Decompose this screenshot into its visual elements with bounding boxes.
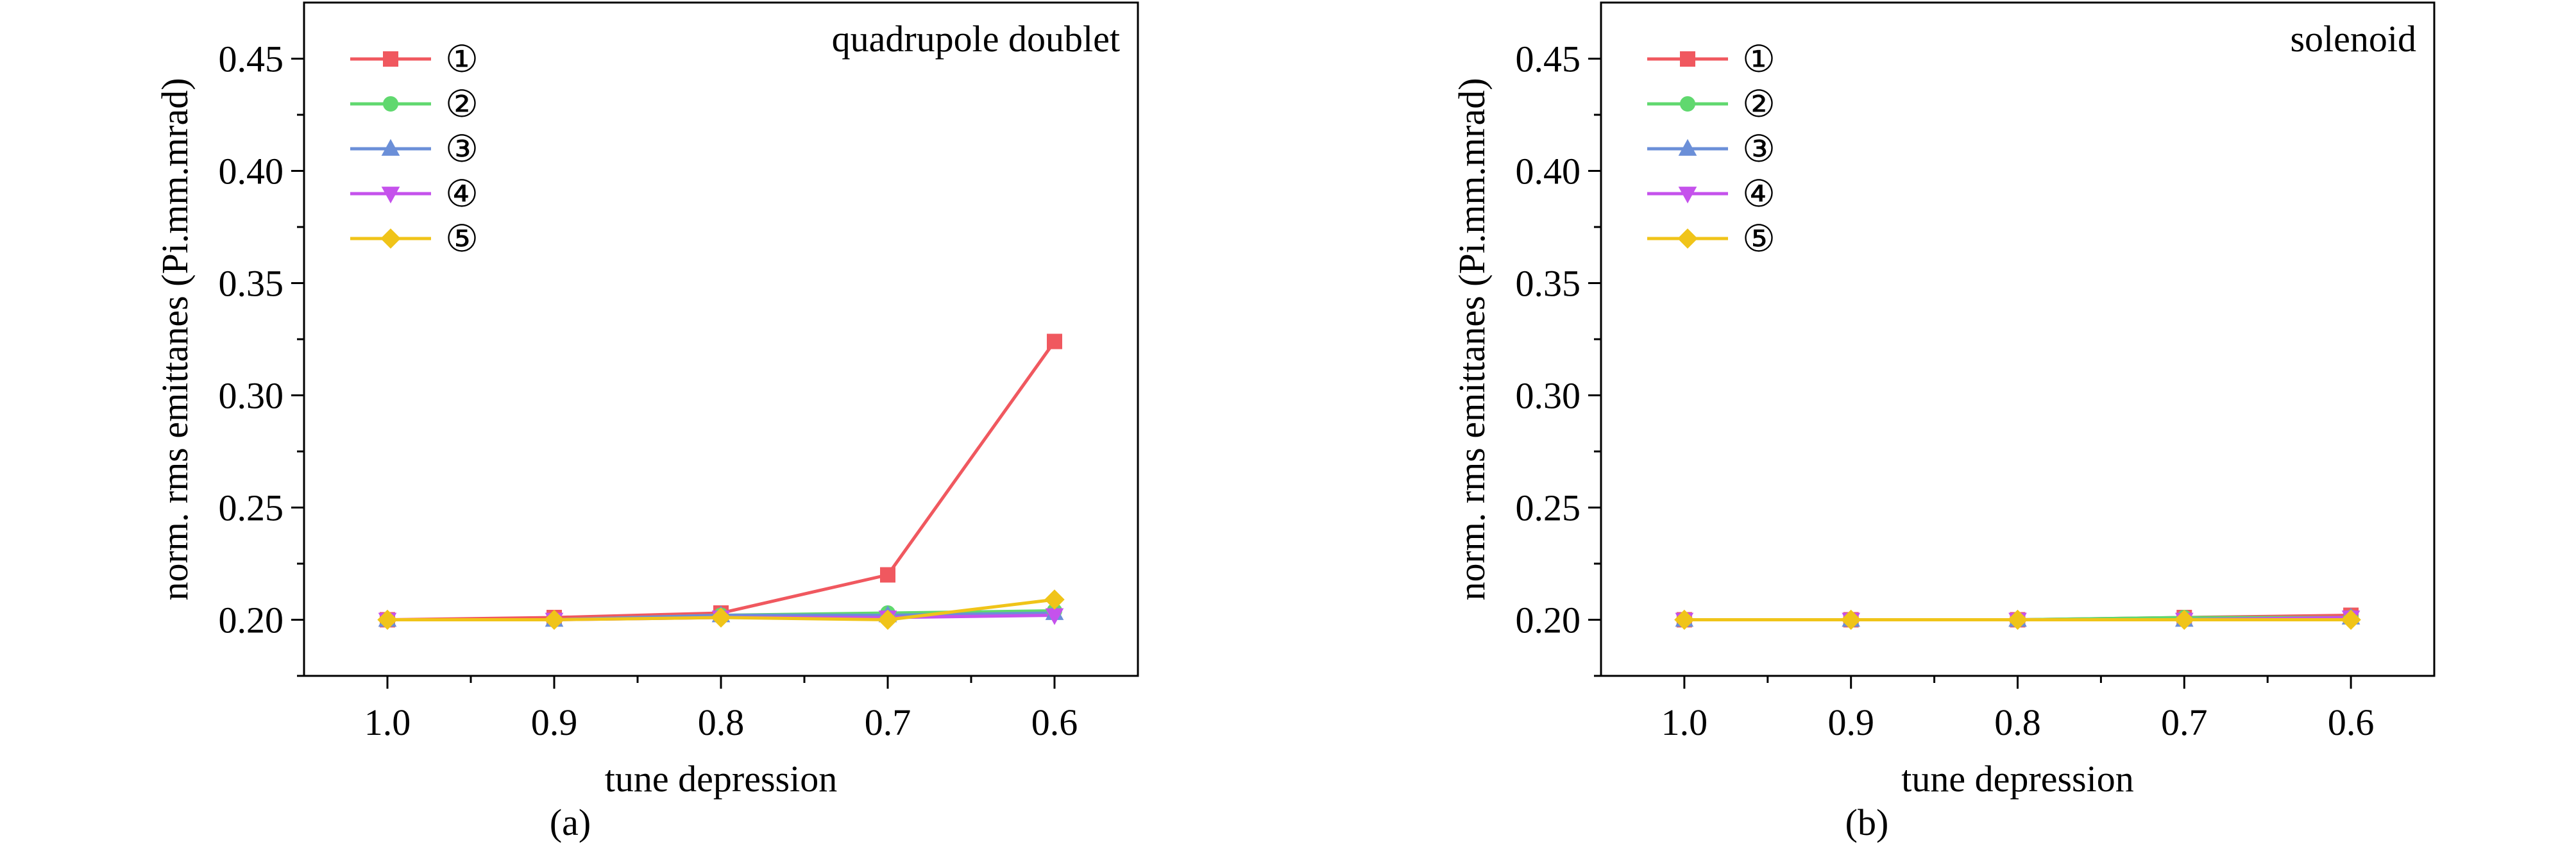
series-5-point [711,607,731,628]
legend-swatch-marker [381,139,400,156]
x-tick-label: 0.6 [2328,702,2375,743]
series-5-point [377,609,398,630]
x-tick-label: 0.8 [1994,702,2041,743]
x-axis-title: tune depression [605,758,837,800]
legend-label: ④ [1742,173,1775,215]
legend-swatch-marker [383,96,398,112]
y-tick-label: 0.25 [219,487,284,529]
chart-panel-b: 0.20 0.25 0.30 0.35 0.40 0.45 1.0 0.9 0.8 0.7 0.6 t… [1451,1,2436,843]
y-tick-label: 0.45 [219,38,284,80]
x-tick-label: 0.6 [1031,702,1078,743]
y-axis-title: norm. rms emittanes (Pi.mm.mrad) [154,78,196,600]
series-5-point [2341,609,2361,630]
legend-label: ⑤ [445,218,479,260]
legend-label: ① [445,38,479,80]
panel-title: solenoid [2290,18,2416,60]
legend-swatch-marker [381,187,400,204]
series-5-point [877,609,898,630]
panel-title: quadrupole doublet [832,18,1120,60]
y-axis-title: norm. rms emittanes (Pi.mm.mrad) [1451,78,1493,600]
x-axis-title: tune depression [1901,758,2133,800]
legend-swatch-marker [380,228,401,249]
x-tick-label: 1.0 [364,702,411,743]
legend-swatch-marker [1678,139,1697,156]
series-5-point [544,609,564,630]
x-tick-label: 0.7 [2161,702,2208,743]
x-tick-label: 0.9 [1827,702,1874,743]
panel-caption: (a) [550,802,591,843]
series-5-point [1840,609,1861,630]
series-1-point [880,567,895,583]
y-tick-label: 0.35 [1516,263,1581,305]
legend-label: ④ [445,173,479,215]
legend-swatch-marker [383,51,398,67]
legend-label: ② [445,83,479,125]
series-5-point [2174,609,2195,630]
legend-swatch-marker [1680,96,1695,112]
y-tick-label: 0.45 [1516,38,1581,80]
y-tick-label: 0.40 [1516,151,1581,192]
legend-label: ③ [445,128,479,170]
series-5-point [2007,609,2028,630]
legend-swatch-marker [1677,228,1698,249]
y-tick-label: 0.30 [1516,375,1581,417]
series-5-point [1674,609,1695,630]
legend-label: ① [1742,38,1775,80]
y-tick-label: 0.30 [219,375,284,417]
x-tick-label: 1.0 [1661,702,1708,743]
x-tick-label: 0.7 [865,702,911,743]
y-tick-label: 0.25 [1516,487,1581,529]
panel-caption: (b) [1845,802,1889,843]
legend-swatch-marker [1678,187,1697,204]
plot-area [377,333,1065,630]
series-line-1 [387,340,1056,621]
y-tick-label: 0.20 [219,600,284,641]
series-1-point [1047,333,1062,349]
chart-panel-a: 0.20 0.25 0.30 0.35 0.40 0.45 1.0 0.9 0.8 0.7 0.6 t… [154,1,1139,843]
series-5-point [1044,589,1065,610]
legend-swatch-marker [1680,51,1695,67]
legend-label: ② [1742,83,1775,125]
y-tick-label: 0.20 [1516,600,1581,641]
y-tick-label: 0.35 [219,263,284,305]
x-tick-label: 0.9 [531,702,578,743]
y-tick-label: 0.40 [219,151,284,192]
legend-label: ③ [1742,128,1775,170]
x-tick-label: 0.8 [698,702,745,743]
legend-label: ⑤ [1742,218,1775,260]
plot-area [1674,607,2361,630]
